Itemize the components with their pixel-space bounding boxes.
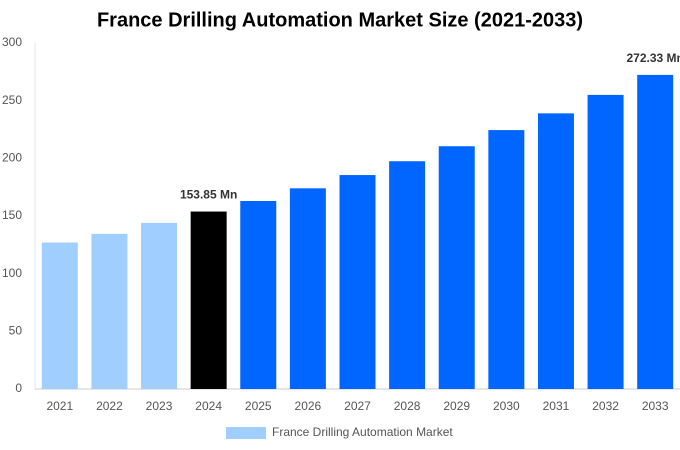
legend-swatch [226, 427, 266, 439]
y-tick-label: 250 [2, 93, 22, 107]
x-tick-label: 2023 [146, 399, 173, 413]
bar [289, 188, 326, 389]
x-tick-label: 2031 [543, 399, 570, 413]
bar [438, 146, 475, 389]
bar [637, 74, 674, 390]
x-tick-label: 2021 [46, 399, 73, 413]
bar [389, 161, 426, 389]
bar [41, 242, 78, 389]
y-tick-label: 100 [2, 266, 22, 280]
bar [587, 94, 624, 390]
x-tick-label: 2029 [443, 399, 470, 413]
y-tick-label: 200 [2, 151, 22, 165]
y-tick-label: 300 [2, 35, 22, 49]
bar [537, 113, 574, 389]
x-tick-label: 2028 [394, 399, 421, 413]
x-tick-label: 2025 [245, 399, 272, 413]
y-tick-label: 150 [2, 208, 22, 222]
y-tick-label: 0 [15, 381, 22, 395]
x-tick-label: 2030 [493, 399, 520, 413]
x-tick-label: 2024 [195, 399, 222, 413]
value-label: 153.85 Mn [180, 188, 237, 202]
value-label: 272.33 Mn [627, 51, 680, 65]
x-tick-label: 2026 [295, 399, 322, 413]
bar [488, 130, 525, 389]
bar [91, 233, 128, 389]
bar [141, 222, 178, 389]
bar [240, 201, 277, 389]
bar [190, 211, 227, 389]
chart-title: France Drilling Automation Market Size (… [97, 9, 583, 31]
x-tick-label: 2032 [592, 399, 619, 413]
x-tick-label: 2022 [96, 399, 123, 413]
legend-label: France Drilling Automation Market [272, 425, 453, 439]
y-tick-label: 50 [9, 324, 23, 338]
bar [339, 175, 376, 389]
x-tick-label: 2033 [642, 399, 669, 413]
x-tick-label: 2027 [344, 399, 371, 413]
